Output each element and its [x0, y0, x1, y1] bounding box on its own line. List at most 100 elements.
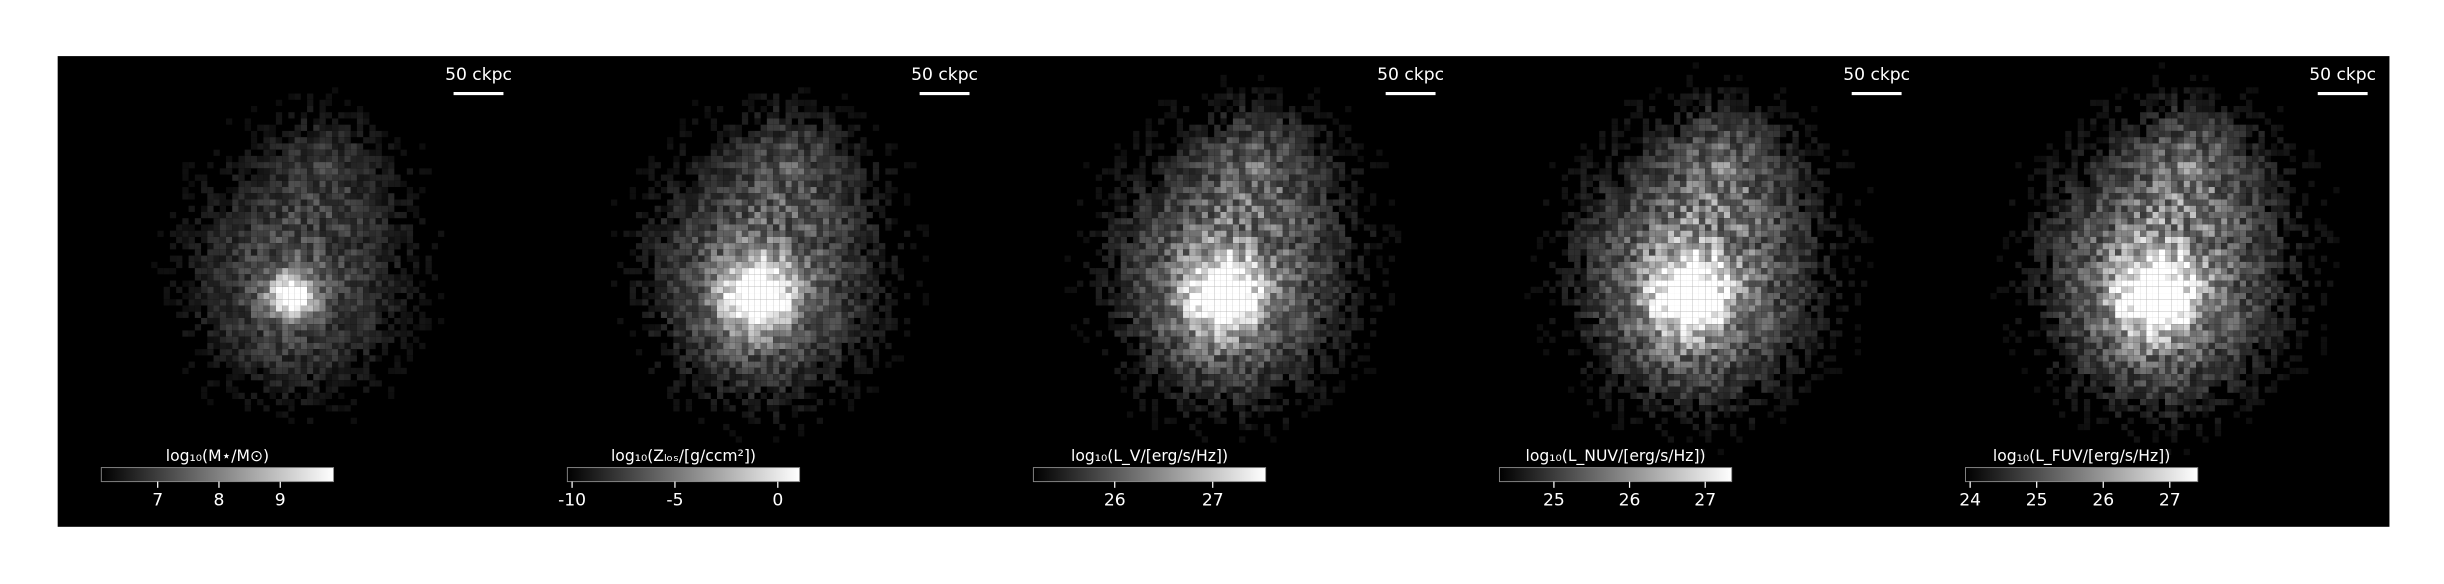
- pixel: [798, 149, 805, 156]
- pixel: [1270, 112, 1277, 119]
- pixel: [1332, 243, 1339, 250]
- pixel: [307, 293, 314, 300]
- pixel: [344, 324, 351, 331]
- pixel: [735, 218, 742, 225]
- pixel: [1574, 155, 1581, 163]
- pixel: [773, 330, 780, 337]
- pixel: [1345, 243, 1352, 250]
- pixel: [1580, 380, 1587, 387]
- pixel: [1295, 187, 1302, 194]
- pixel: [1195, 143, 1202, 150]
- pixel: [1270, 105, 1277, 113]
- pixel: [860, 230, 867, 237]
- pixel: [213, 293, 220, 300]
- pixel: [1276, 187, 1283, 194]
- pixel: [1164, 355, 1171, 362]
- pixel: [269, 162, 276, 169]
- pixel: [381, 243, 389, 250]
- pixel: [679, 274, 686, 281]
- pixel: [829, 236, 836, 244]
- pixel: [275, 305, 283, 312]
- pixel: [1195, 162, 1202, 169]
- pixel: [1101, 268, 1109, 275]
- pixel: [698, 355, 705, 362]
- pixel: [660, 261, 668, 269]
- pixel: [1151, 211, 1159, 219]
- pixel: [1133, 130, 1140, 138]
- pixel: [1251, 330, 1258, 337]
- pixel: [325, 199, 332, 206]
- pixel: [388, 255, 395, 262]
- pixel: [1239, 311, 1246, 318]
- pixel: [1251, 342, 1258, 350]
- pixel: [1289, 374, 1296, 381]
- pixel: [1276, 305, 1283, 312]
- pixel: [226, 299, 233, 306]
- pixel: [860, 367, 867, 375]
- pixel: [847, 255, 855, 262]
- pixel: [338, 380, 345, 387]
- pixel: [319, 124, 326, 131]
- pixel: [1276, 236, 1283, 244]
- pixel: [1114, 162, 1121, 169]
- pixel: [1270, 174, 1277, 181]
- pixel: [1183, 317, 1190, 325]
- pixel: [1301, 105, 1308, 113]
- pixel: [1276, 149, 1283, 156]
- pixel: [1320, 211, 1327, 219]
- pixel: [667, 249, 674, 256]
- pixel: [667, 230, 674, 237]
- pixel: [860, 149, 867, 156]
- pixel: [338, 249, 345, 256]
- pixel: [1313, 280, 1321, 287]
- pixel: [1326, 293, 1333, 300]
- pixel: [413, 268, 420, 275]
- pixel: [325, 374, 332, 381]
- pixel: [1164, 261, 1171, 269]
- pixel: [1245, 174, 1252, 181]
- pixel: [1289, 286, 1296, 294]
- pixel: [275, 280, 283, 287]
- pixel: [1561, 193, 1569, 200]
- pixel: [1326, 199, 1333, 206]
- pixel: [673, 268, 680, 275]
- pixel: [1276, 105, 1283, 113]
- pixel: [1226, 367, 1233, 375]
- pixel: [1264, 374, 1271, 381]
- pixel: [785, 392, 792, 399]
- pixel: [1313, 268, 1321, 275]
- pixel: [1245, 411, 1252, 418]
- pixel: [1351, 243, 1358, 250]
- pixel: [816, 155, 823, 163]
- pixel: [1176, 280, 1184, 287]
- pixel: [1239, 417, 1246, 424]
- pixel: [1289, 174, 1296, 181]
- pixel: [1214, 311, 1221, 318]
- pixel: [1257, 230, 1265, 237]
- pixel: [307, 168, 314, 175]
- pixel: [356, 149, 364, 156]
- pixel: [344, 311, 351, 318]
- pixel: [1220, 324, 1227, 331]
- pixel: [891, 324, 898, 331]
- pixel: [1320, 255, 1327, 262]
- pixel: [1207, 349, 1215, 356]
- pixel: [388, 168, 395, 175]
- pixel: [704, 317, 711, 325]
- pixel: [835, 280, 842, 287]
- pixel: [325, 149, 332, 156]
- pixel: [1289, 149, 1296, 156]
- pixel: [1183, 137, 1190, 144]
- pixel: [288, 380, 295, 387]
- pixel: [685, 336, 693, 343]
- pixel: [1145, 224, 1152, 231]
- pixel: [804, 374, 811, 381]
- pixel: [1114, 155, 1121, 163]
- pixel: [1189, 162, 1196, 169]
- pixel: [1332, 174, 1339, 181]
- panel: [151, 87, 445, 424]
- colorbar-tick-label: -5: [666, 490, 683, 510]
- pixel: [1251, 224, 1258, 231]
- pixel: [1220, 355, 1227, 362]
- pixel: [829, 174, 836, 181]
